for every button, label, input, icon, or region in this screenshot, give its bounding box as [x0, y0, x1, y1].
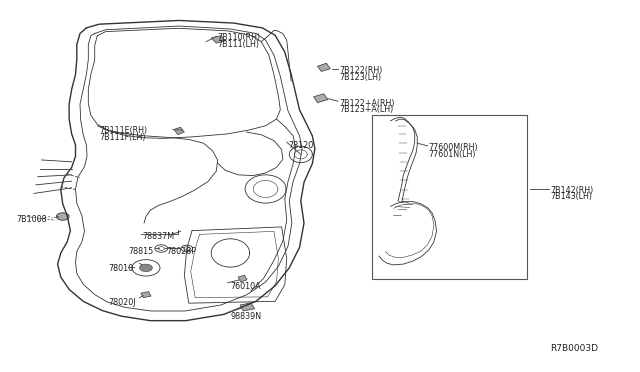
Text: 77601N(LH): 77601N(LH)	[429, 150, 476, 158]
Text: 7B143(LH): 7B143(LH)	[550, 192, 593, 201]
Text: 76010A: 76010A	[230, 282, 261, 291]
Text: 7B123(LH): 7B123(LH)	[339, 73, 381, 81]
Text: 78120: 78120	[288, 141, 313, 150]
Polygon shape	[211, 36, 225, 43]
Polygon shape	[174, 127, 184, 135]
Polygon shape	[238, 275, 247, 282]
Text: 78837M: 78837M	[142, 232, 174, 241]
Text: 7B123+A(LH): 7B123+A(LH)	[339, 105, 394, 114]
Text: 78815: 78815	[128, 247, 153, 256]
Polygon shape	[141, 292, 151, 298]
Text: 7B1008: 7B1008	[16, 215, 47, 224]
Circle shape	[140, 264, 152, 272]
Polygon shape	[317, 63, 330, 71]
Text: 7B111E(RH): 7B111E(RH)	[99, 126, 147, 135]
Text: 7B122(RH): 7B122(RH)	[339, 66, 383, 75]
Text: 7B110(RH): 7B110(RH)	[218, 33, 260, 42]
Text: 7B122+A(RH): 7B122+A(RH)	[339, 99, 395, 108]
Text: 98839N: 98839N	[230, 312, 262, 321]
Text: 78020J: 78020J	[109, 298, 136, 307]
Text: R7B0003D: R7B0003D	[550, 344, 598, 353]
Text: 7B111(LH): 7B111(LH)	[218, 40, 260, 49]
Polygon shape	[314, 94, 328, 103]
Polygon shape	[240, 303, 255, 311]
Text: 78028P: 78028P	[166, 247, 196, 256]
Bar	[372, 115, 527, 279]
Text: 78010: 78010	[109, 264, 134, 273]
Text: 7B111F(LH): 7B111F(LH)	[99, 133, 146, 142]
Text: 7B142(RH): 7B142(RH)	[550, 186, 594, 195]
Text: 77600M(RH): 77600M(RH)	[429, 143, 479, 152]
Circle shape	[56, 213, 69, 220]
